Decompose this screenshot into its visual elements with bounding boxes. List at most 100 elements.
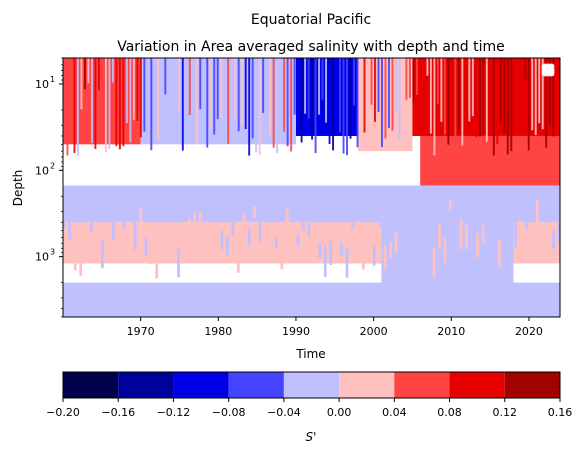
y-axis-label: Depth <box>11 170 25 207</box>
salinity-streak <box>188 218 191 250</box>
salinity-streak <box>328 58 331 145</box>
salinity-streak <box>264 238 267 250</box>
colorbar-tick-label: −0.12 <box>157 406 191 419</box>
colorbar-swatch <box>283 372 340 398</box>
colorbar-swatch <box>173 372 229 398</box>
salinity-streak <box>122 219 126 231</box>
salinity-streak <box>160 58 163 139</box>
salinity-streak <box>251 58 254 139</box>
salinity-streak <box>164 58 167 95</box>
salinity-streak <box>419 58 422 131</box>
salinity-region <box>420 135 560 186</box>
colorbar-swatch <box>504 372 560 398</box>
x-axis-label: Time <box>295 347 325 361</box>
x-tick-label: 2010 <box>437 325 465 338</box>
salinity-streak <box>177 248 180 278</box>
salinity-streak <box>199 58 202 110</box>
colorbar-tick-label: −0.20 <box>46 406 80 419</box>
salinity-streak <box>108 58 111 149</box>
colorbar-swatch <box>118 372 174 398</box>
salinity-region <box>63 282 560 317</box>
salinity-streak <box>361 245 365 270</box>
salinity-streak <box>111 58 114 83</box>
salinity-streak <box>285 208 289 225</box>
salinity-streak <box>314 58 317 154</box>
salinity-streak <box>481 225 485 243</box>
salinity-streak <box>236 243 240 273</box>
salinity-streak <box>80 58 83 110</box>
salinity-streak <box>155 247 159 279</box>
y-tick-exponent: 2 <box>50 161 55 170</box>
salinity-streak <box>220 58 223 119</box>
salinity-streak <box>524 58 527 79</box>
salinity-streak <box>143 58 146 132</box>
salinity-streak <box>296 233 300 247</box>
salinity-field <box>63 58 560 317</box>
salinity-streak <box>510 58 513 152</box>
salinity-streak <box>335 58 338 118</box>
salinity-streak <box>485 58 488 142</box>
salinity-streak <box>321 58 324 100</box>
salinity-streak <box>401 58 404 121</box>
salinity-streak <box>398 58 401 140</box>
salinity-streak <box>421 240 425 255</box>
salinity-streak <box>503 58 506 134</box>
colorbar-tick-label: 0.16 <box>548 406 573 419</box>
salinity-streak <box>79 245 83 276</box>
salinity-streak <box>90 210 93 232</box>
salinity-streak <box>465 224 468 250</box>
salinity-streak <box>122 58 125 147</box>
salinity-streak <box>342 58 345 154</box>
salinity-streak <box>332 58 335 151</box>
salinity-region <box>381 222 514 283</box>
x-tick-label: 2000 <box>360 325 388 338</box>
salinity-streak <box>101 240 104 269</box>
salinity-streak <box>478 58 481 137</box>
salinity-streak <box>457 58 460 134</box>
salinity-streak <box>307 58 310 119</box>
salinity-streak <box>482 58 485 135</box>
x-tick-label: 1970 <box>127 325 155 338</box>
salinity-streak <box>83 58 86 90</box>
salinity-streak <box>204 200 208 220</box>
salinity-streak <box>410 198 414 219</box>
chart-title: Variation in Area averaged salinity with… <box>117 39 505 55</box>
salinity-streak <box>133 222 137 250</box>
salinity-streak <box>329 240 333 266</box>
salinity-streak <box>459 219 463 250</box>
salinity-streak <box>242 213 246 245</box>
salinity-streak <box>470 221 474 252</box>
salinity-streak <box>258 58 261 156</box>
colorbar-tick-label: −0.04 <box>267 406 301 419</box>
salinity-streak <box>503 203 507 229</box>
salinity-streak <box>487 248 490 260</box>
salinity-streak <box>378 208 382 226</box>
salinity-streak <box>265 58 268 128</box>
salinity-streak <box>144 237 148 256</box>
salinity-streak <box>450 58 453 105</box>
salinity-streak <box>167 58 170 136</box>
salinity-streak <box>541 223 545 234</box>
salinity-streak <box>280 244 284 270</box>
salinity-streak <box>234 58 237 119</box>
salinity-streak <box>63 218 66 229</box>
salinity-streak <box>372 245 376 266</box>
salinity-streak <box>311 58 314 140</box>
salinity-streak <box>139 58 142 138</box>
colorbar-frame <box>62 371 561 399</box>
salinity-streak <box>231 206 235 236</box>
salinity-streak <box>202 58 205 76</box>
y-tick-exponent: 1 <box>50 75 55 84</box>
y-tick-label: 10 <box>35 251 49 264</box>
salinity-streak <box>377 58 380 113</box>
salinity-streak <box>443 237 447 264</box>
salinity-streak <box>346 58 348 156</box>
salinity-streak <box>150 58 153 151</box>
salinity-streak <box>230 58 233 107</box>
salinity-streak <box>269 58 272 135</box>
salinity-streak <box>545 58 548 148</box>
salinity-streak <box>400 217 403 240</box>
salinity-streak <box>90 58 93 144</box>
y-tick-label: 10 <box>35 164 49 177</box>
